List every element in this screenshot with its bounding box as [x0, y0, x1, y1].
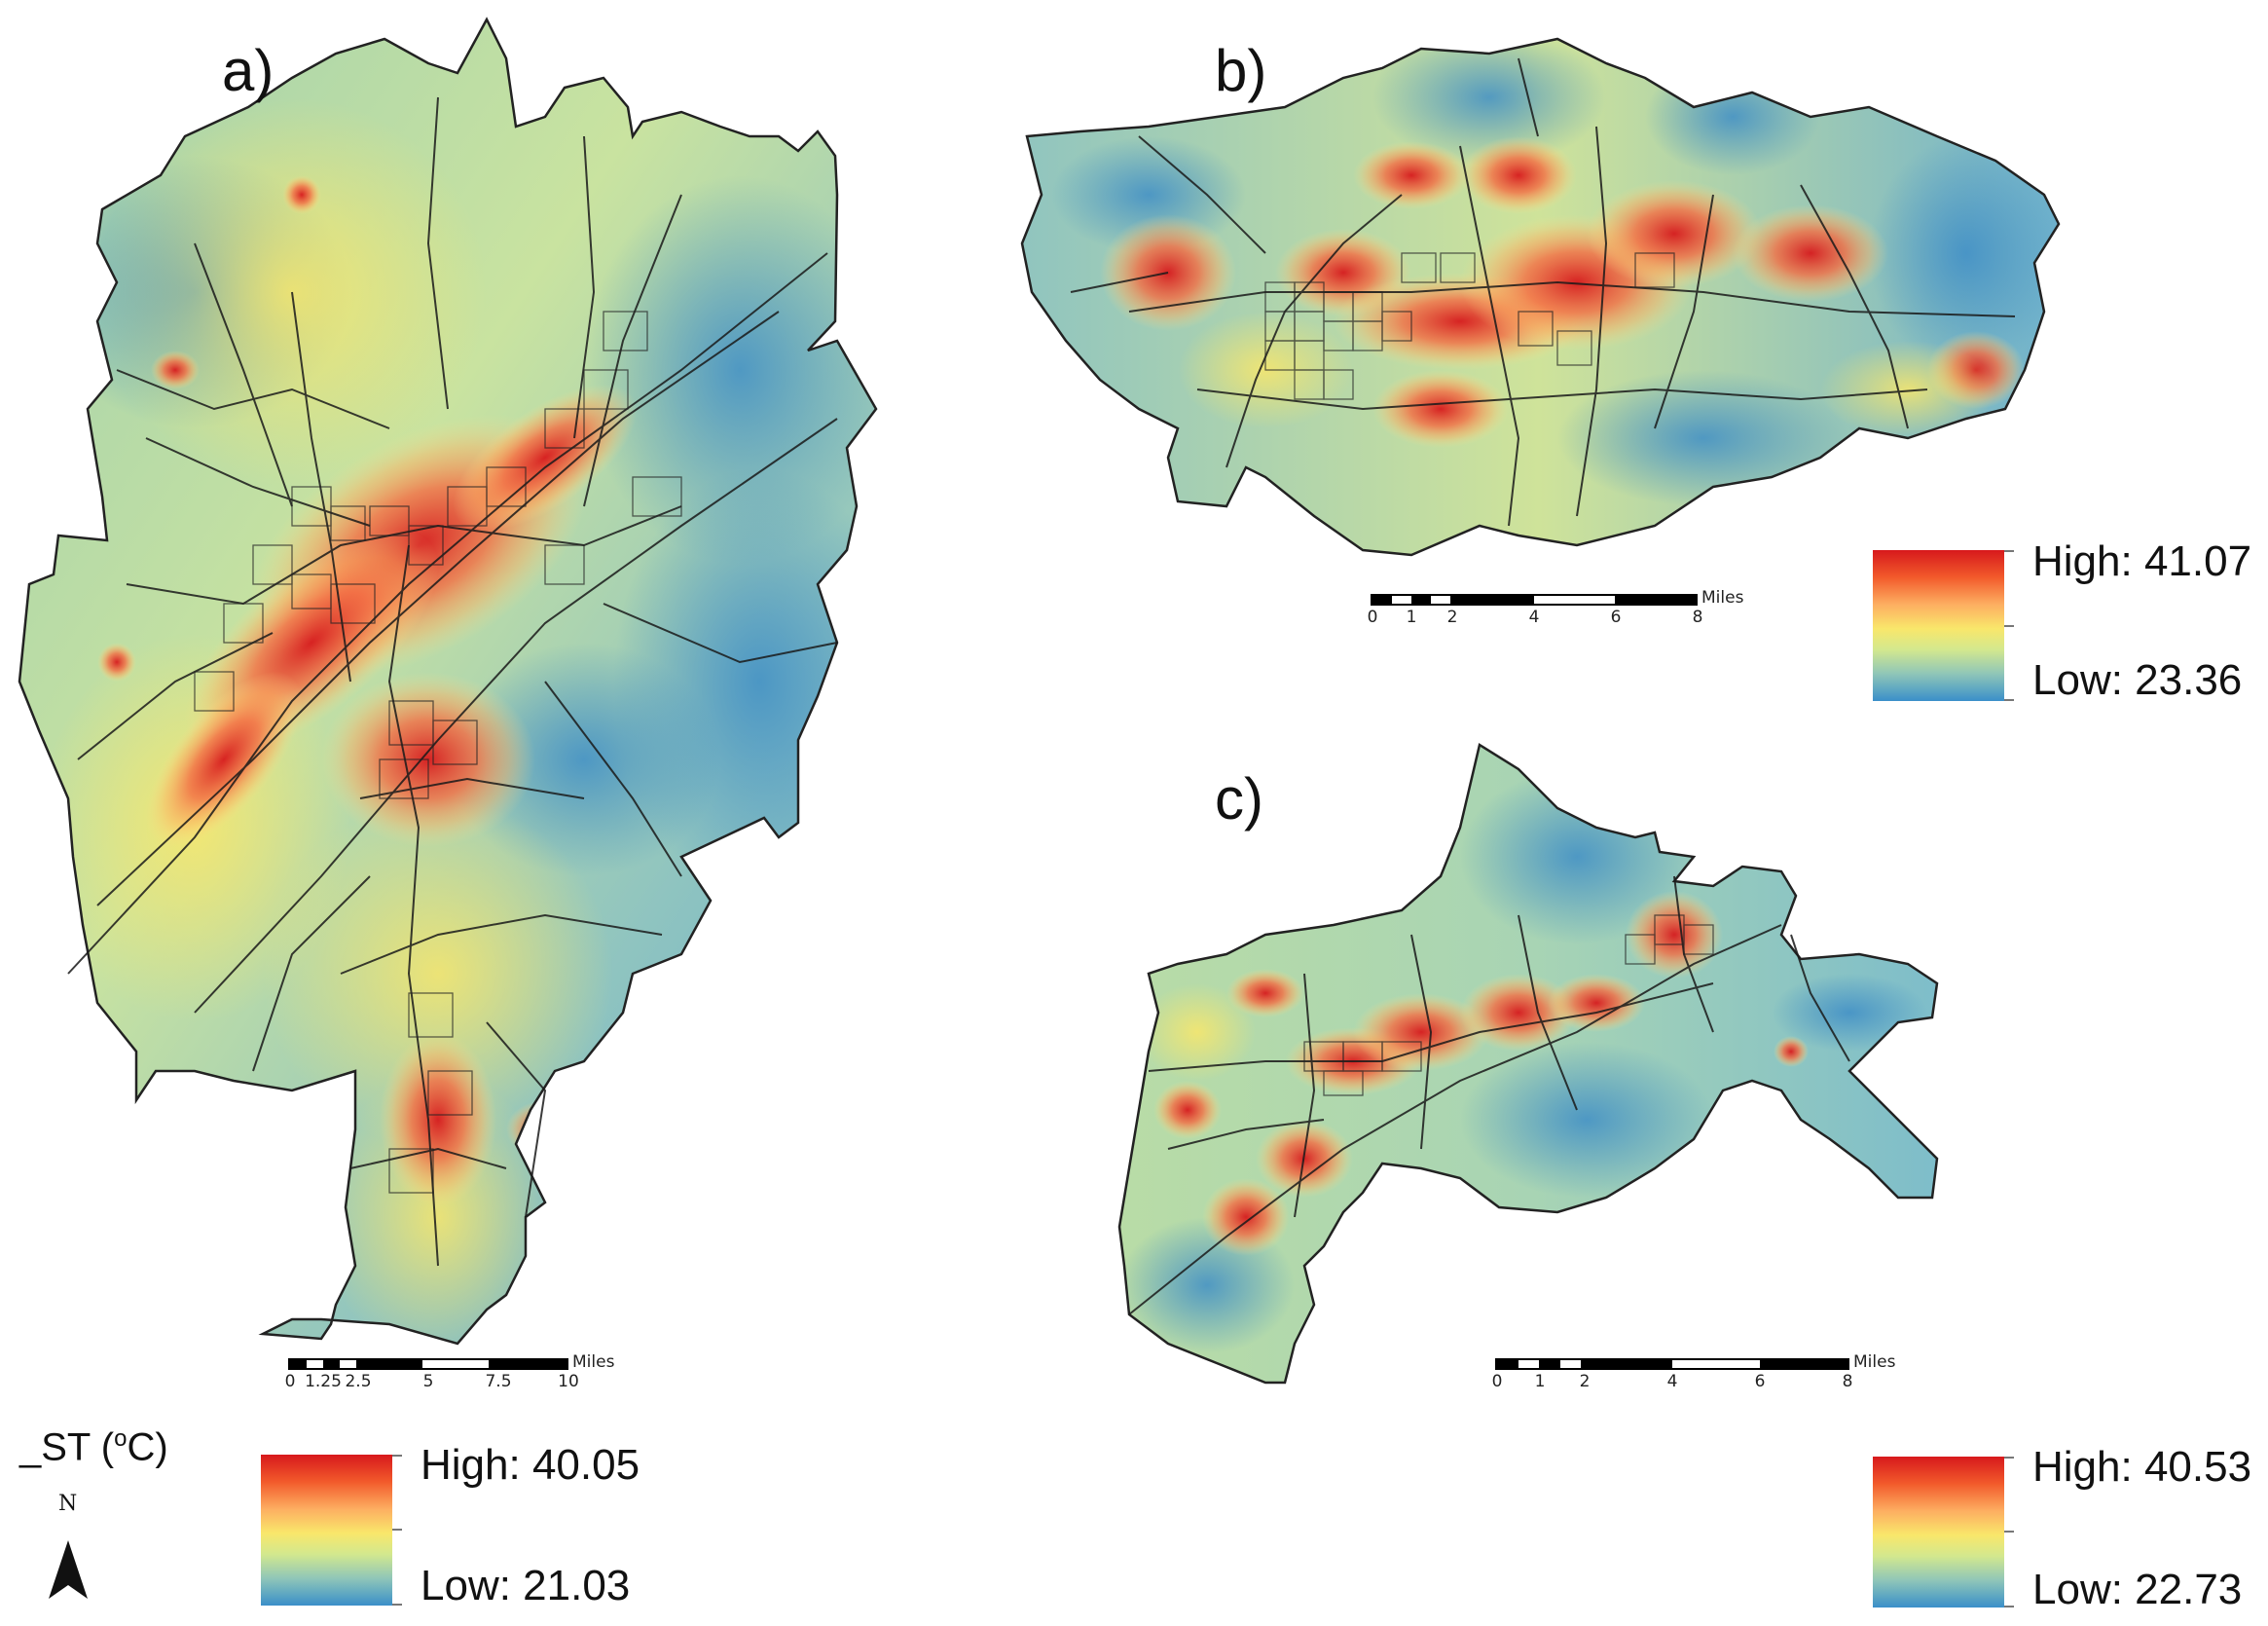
legend-a-tick: [392, 1529, 402, 1531]
scalebar-a-tick: 2.5: [345, 1372, 372, 1391]
scalebar-c: Miles 0 1 2 4 6 8: [1491, 1352, 1904, 1397]
scalebar-b-unit: Miles: [1701, 588, 1744, 608]
scalebar-c-tick: 2: [1579, 1372, 1591, 1391]
scalebar-b: Miles 0 1 2 4 6 8: [1367, 588, 1744, 633]
north-label: N: [58, 1492, 78, 1516]
scalebar-c-unit: Miles: [1853, 1352, 1896, 1372]
legend-c-high: High: 40.53: [2032, 1443, 2252, 1491]
legend-a-ramp: [261, 1455, 392, 1606]
map-a: [18, 17, 878, 1346]
legend-b-tick: [2004, 550, 2014, 552]
lst-legend-title: _ST (oC): [19, 1425, 168, 1469]
legend-a-low: Low: 21.03: [421, 1562, 631, 1609]
panel-label-b: b): [1215, 38, 1267, 103]
scalebar-b-tick: 4: [1528, 608, 1540, 627]
scalebar-a-tick: 0: [284, 1372, 296, 1391]
scalebar-a-unit: Miles: [572, 1352, 615, 1372]
legend-c-tick: [2004, 1457, 2014, 1459]
legend-b-ramp: [1873, 550, 2004, 701]
scalebar-b-tick: 0: [1367, 608, 1378, 627]
legend-a-tick: [392, 1455, 402, 1457]
panel-label-c: c): [1215, 766, 1263, 831]
scalebar-c-tick: 4: [1666, 1372, 1678, 1391]
legend-b-tick: [2004, 699, 2014, 701]
scalebar-a: Miles 0 1.25 2.5 5 7.5 10: [284, 1352, 639, 1397]
north-arrow-icon: [49, 1540, 88, 1599]
legend-c-ramp: [1873, 1457, 2004, 1608]
legend-b-low: Low: 23.36: [2032, 656, 2243, 704]
legend-b-tick: [2004, 625, 2014, 627]
scalebar-a-tick: 5: [422, 1372, 434, 1391]
scalebar-b-tick: 2: [1446, 608, 1458, 627]
scalebar-a-tick: 1.25: [305, 1372, 342, 1391]
map-b: [1020, 37, 2061, 557]
panel-label-a: a): [222, 38, 274, 103]
scalebar-b-tick: 6: [1610, 608, 1622, 627]
legend-c-low: Low: 22.73: [2032, 1566, 2243, 1613]
scalebar-a-tick: 7.5: [485, 1372, 512, 1391]
scalebar-c-tick: 8: [1842, 1372, 1853, 1391]
scalebar-c-tick: 1: [1534, 1372, 1546, 1391]
legend-c-tick: [2004, 1531, 2014, 1533]
scalebar-c-tick: 6: [1754, 1372, 1766, 1391]
legend-a-high: High: 40.05: [421, 1441, 640, 1489]
scalebar-a-tick: 10: [558, 1372, 579, 1391]
map-c: [1117, 743, 1939, 1385]
scalebar-c-tick: 0: [1491, 1372, 1503, 1391]
scalebar-b-tick: 1: [1406, 608, 1417, 627]
legend-c-tick: [2004, 1606, 2014, 1608]
scalebar-b-tick: 8: [1692, 608, 1703, 627]
legend-b-high: High: 41.07: [2032, 537, 2252, 585]
legend-a-tick: [392, 1604, 402, 1606]
